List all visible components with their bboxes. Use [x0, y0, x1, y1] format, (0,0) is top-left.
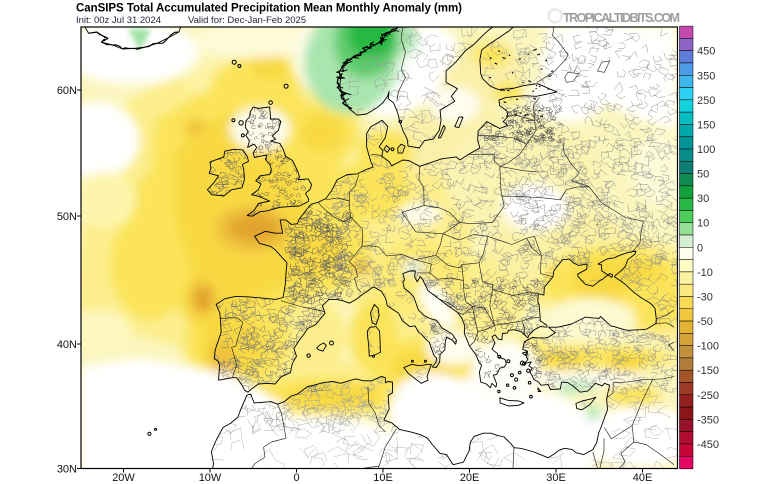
svg-text:TROPICALTIDBITS.COM: TROPICALTIDBITS.COM [563, 11, 680, 25]
svg-text:10: 10 [697, 218, 709, 230]
svg-text:50N: 50N [57, 211, 77, 223]
svg-text:CanSIPS Total Accumulated Prec: CanSIPS Total Accumulated Precipitation … [76, 3, 462, 15]
svg-text:-350: -350 [697, 414, 719, 426]
svg-text:0: 0 [293, 472, 299, 484]
svg-text:-100: -100 [697, 341, 719, 353]
svg-text:Valid for: Dec-Jan-Feb 2025: Valid for: Dec-Jan-Feb 2025 [188, 15, 306, 26]
svg-text:150: 150 [697, 119, 715, 131]
svg-text:-50: -50 [697, 316, 713, 328]
svg-text:-30: -30 [697, 292, 713, 304]
svg-text:350: 350 [697, 70, 715, 82]
svg-text:10W: 10W [199, 472, 222, 484]
svg-text:-150: -150 [697, 365, 719, 377]
svg-text:20E: 20E [460, 472, 480, 484]
svg-text:30: 30 [697, 193, 709, 205]
svg-text:250: 250 [697, 95, 715, 107]
svg-text:40E: 40E [633, 472, 653, 484]
svg-text:100: 100 [697, 144, 715, 156]
svg-text:30N: 30N [57, 464, 77, 476]
svg-text:30E: 30E [546, 472, 566, 484]
svg-text:-450: -450 [697, 439, 719, 451]
svg-text:60N: 60N [57, 85, 77, 97]
svg-text:450: 450 [697, 46, 715, 58]
svg-text:20W: 20W [112, 472, 135, 484]
svg-text:-250: -250 [697, 390, 719, 402]
svg-text:50: 50 [697, 169, 709, 181]
svg-text:-10: -10 [697, 267, 713, 279]
svg-text:10E: 10E [373, 472, 393, 484]
svg-text:40N: 40N [57, 339, 77, 351]
svg-text:0: 0 [697, 242, 703, 254]
svg-text:Init: 00z Jul 31 2024: Init: 00z Jul 31 2024 [76, 15, 161, 26]
